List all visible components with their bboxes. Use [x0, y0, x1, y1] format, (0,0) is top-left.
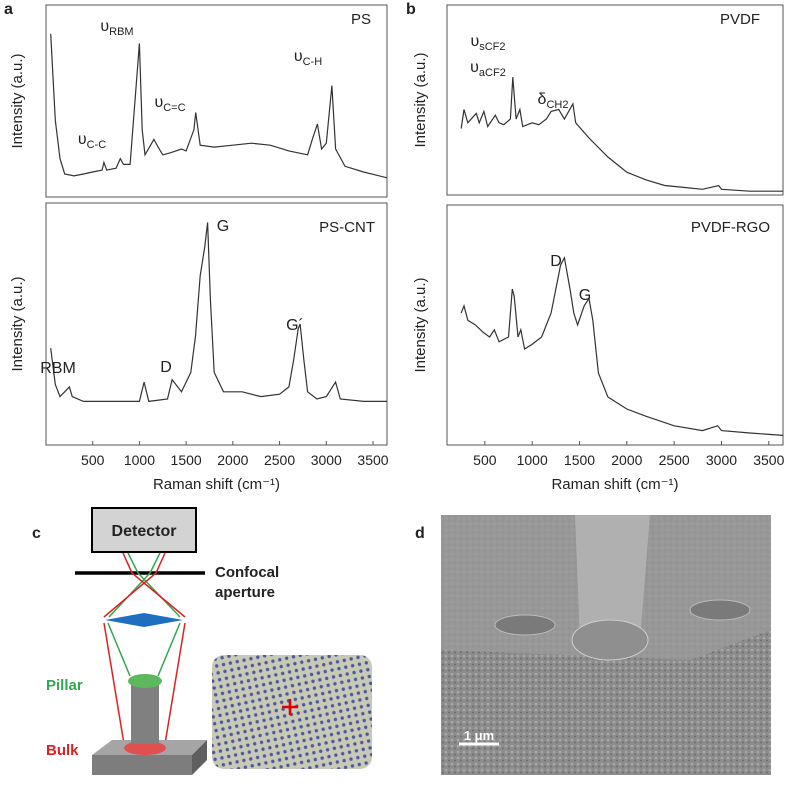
- sem-pillar-base: [571, 619, 649, 661]
- bulk-focus: [124, 741, 166, 755]
- confocal-diagram: Detector Confocal aperture Pillar Bulk: [46, 507, 372, 775]
- annotation-subscript: C-H: [303, 56, 323, 68]
- x-tick-label: 3500: [357, 452, 388, 468]
- pillar-focus: [128, 674, 162, 688]
- annotation-symbol: υ: [154, 94, 163, 111]
- bulk-side: [192, 740, 207, 775]
- chart-title: PVDF: [720, 11, 760, 28]
- peak-annotation: υRBM: [100, 18, 133, 38]
- x-tick-label: 2000: [611, 452, 642, 468]
- x-tick-label: 1000: [124, 452, 155, 468]
- peak-annotation: D: [550, 253, 562, 270]
- aperture-label: Confocal: [215, 564, 279, 581]
- annotation-symbol: D: [160, 359, 172, 376]
- detector-box: [91, 507, 197, 553]
- annotation-symbol: D: [550, 253, 562, 270]
- bulk-front: [92, 755, 192, 775]
- annotation-symbol: υ: [470, 33, 479, 50]
- peak-annotation: G: [579, 287, 591, 304]
- annotation-symbol: G´: [286, 317, 304, 334]
- sem-pillar: [575, 515, 650, 640]
- x-tick-label: 2000: [217, 452, 248, 468]
- x-tick-label: 2500: [659, 452, 690, 468]
- annotation-subscript: C-C: [87, 139, 107, 151]
- x-axis-label: Raman shift (cm⁻¹): [551, 476, 678, 493]
- sem-crater: [689, 599, 751, 621]
- annotation-symbol: δ: [538, 91, 547, 108]
- bulk-beam: [103, 552, 186, 751]
- lens: [105, 613, 183, 627]
- annotation-symbol: υ: [100, 18, 109, 35]
- chart-title: PS: [351, 11, 371, 28]
- annotation-symbol: υ: [294, 48, 303, 65]
- peak-annotation: υsCF2: [470, 33, 505, 53]
- annotation-subscript: sCF2: [479, 41, 505, 53]
- annotation-symbol: RBM: [40, 360, 76, 377]
- chart-title: PS-CNT: [319, 219, 375, 236]
- annotation-symbol: G: [579, 287, 591, 304]
- x-tick-label: 1500: [171, 452, 202, 468]
- spectrum-line: [460, 77, 783, 192]
- panel-label: a: [4, 1, 13, 18]
- optical-image: [212, 655, 372, 769]
- bulk-label: Bulk: [46, 742, 79, 759]
- spectrum-line: [50, 33, 388, 179]
- annotation-subscript: aCF2: [479, 67, 506, 79]
- peak-annotation: υC-H: [294, 48, 322, 68]
- sem-image: 1 μm: [441, 515, 771, 775]
- annotation-subscript: RBM: [109, 26, 133, 38]
- x-axis-label: Raman shift (cm⁻¹): [153, 476, 280, 493]
- x-tick-label: 2500: [264, 452, 295, 468]
- y-axis-label: Intensity (a.u.): [412, 277, 429, 372]
- panel-label: c: [32, 525, 41, 542]
- x-tick-label: 3000: [311, 452, 342, 468]
- x-tick-label: 500: [81, 452, 105, 468]
- panel-label: b: [406, 1, 416, 18]
- spectrum-line: [50, 222, 387, 403]
- plot-frame: [45, 202, 388, 446]
- pillar: [131, 682, 159, 744]
- spectrum-line: [460, 255, 784, 436]
- plot-frame: [446, 204, 784, 446]
- annotation-symbol: υ: [470, 59, 479, 76]
- peak-annotation: υC=C: [154, 94, 185, 114]
- annotation-symbol: υ: [78, 131, 87, 148]
- annotation-symbol: G: [217, 218, 229, 235]
- plot-frame: [45, 4, 388, 198]
- peak-annotation: υC-C: [78, 131, 106, 151]
- chart-title: PVDF-RGO: [691, 219, 770, 236]
- x-tick-label: 1500: [564, 452, 595, 468]
- peak-annotation: G: [217, 218, 229, 235]
- x-tick-label: 3000: [706, 452, 737, 468]
- annotation-subscript: C=C: [163, 102, 185, 114]
- pillar-label: Pillar: [46, 677, 83, 694]
- peak-annotation: G´: [286, 317, 304, 334]
- scale-bar-label: 1 μm: [464, 728, 494, 743]
- plot-frame: [446, 4, 784, 196]
- detector-label: Detector: [112, 523, 177, 540]
- peak-annotation: δCH2: [538, 91, 569, 111]
- aperture-label: aperture: [215, 584, 275, 601]
- panel-label: d: [415, 525, 425, 542]
- x-tick-label: 500: [473, 452, 497, 468]
- y-axis-label: Intensity (a.u.): [9, 53, 26, 148]
- annotation-subscript: CH2: [546, 99, 568, 111]
- peak-annotation: υaCF2: [470, 59, 506, 79]
- peak-annotation: D: [160, 359, 172, 376]
- x-tick-label: 3500: [753, 452, 784, 468]
- target-cross: [282, 699, 298, 715]
- peak-annotation: RBM: [40, 360, 76, 377]
- y-axis-label: Intensity (a.u.): [412, 52, 429, 147]
- x-tick-label: 1000: [517, 452, 548, 468]
- y-axis-label: Intensity (a.u.): [9, 276, 26, 371]
- pillar-beam: [107, 552, 181, 677]
- sem-crater: [494, 614, 556, 636]
